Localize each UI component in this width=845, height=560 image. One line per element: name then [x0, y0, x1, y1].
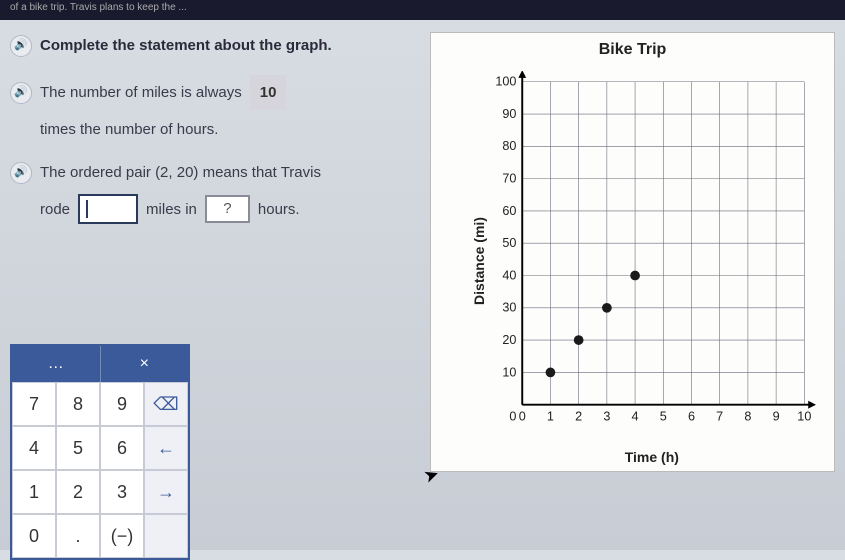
- svg-text:10: 10: [797, 409, 811, 423]
- statement-3a: The ordered pair (2, 20) means that Trav…: [40, 159, 321, 186]
- top-bar: of a bike trip. Travis plans to keep the…: [0, 0, 845, 20]
- key-blank: [144, 514, 188, 558]
- x-label: Time (h): [625, 449, 679, 465]
- audio-icon[interactable]: 🔊: [10, 162, 32, 184]
- key-(−)[interactable]: (−): [100, 514, 144, 558]
- statement-1: Complete the statement about the graph.: [40, 32, 332, 59]
- svg-text:0: 0: [519, 409, 526, 423]
- statement-2a: The number of miles is always: [40, 79, 242, 106]
- key-6[interactable]: 6: [100, 426, 144, 470]
- svg-text:0: 0: [509, 409, 516, 423]
- svg-text:50: 50: [502, 236, 516, 250]
- key-1[interactable]: 1: [12, 470, 56, 514]
- svg-text:10: 10: [502, 365, 516, 379]
- key-9[interactable]: 9: [100, 382, 144, 426]
- statement-3d: hours.: [258, 196, 300, 223]
- key-⌫[interactable]: ⌫: [144, 382, 188, 426]
- statement-2b: times the number of hours.: [40, 116, 218, 143]
- keypad-grid: 789⌫ 456← 123→ 0.(−): [12, 382, 188, 558]
- svg-text:8: 8: [744, 409, 751, 423]
- svg-text:30: 30: [502, 301, 516, 315]
- keypad-more[interactable]: …: [12, 346, 100, 382]
- statement-3b: rode: [40, 196, 70, 223]
- key-3[interactable]: 3: [100, 470, 144, 514]
- svg-text:100: 100: [495, 75, 516, 89]
- chart-title: Bike Trip: [439, 41, 826, 59]
- svg-text:3: 3: [603, 409, 610, 423]
- key-.[interactable]: .: [56, 514, 100, 558]
- key-7[interactable]: 7: [12, 382, 56, 426]
- keypad: … × 789⌫ 456← 123→ 0.(−): [10, 344, 190, 560]
- audio-icon[interactable]: 🔊: [10, 35, 32, 57]
- svg-text:2: 2: [575, 409, 582, 423]
- svg-text:20: 20: [502, 333, 516, 347]
- svg-text:70: 70: [502, 172, 516, 186]
- miles-input[interactable]: [78, 194, 138, 224]
- y-label: Distance (mi): [471, 217, 487, 305]
- chart-panel: Bike Trip Distance (mi) Time (h) 0 1 2 3 4 5 6…: [430, 32, 835, 472]
- key-4[interactable]: 4: [12, 426, 56, 470]
- svg-text:40: 40: [502, 268, 516, 282]
- statement-3c: miles in: [146, 196, 197, 223]
- svg-text:7: 7: [716, 409, 723, 423]
- chart-area: Distance (mi) Time (h) 01234567891010203…: [439, 61, 826, 461]
- key-0[interactable]: 0: [12, 514, 56, 558]
- answer-10: 10: [250, 75, 287, 110]
- svg-text:5: 5: [660, 409, 667, 423]
- key-2[interactable]: 2: [56, 470, 100, 514]
- svg-text:6: 6: [688, 409, 695, 423]
- keypad-close[interactable]: ×: [100, 346, 189, 382]
- keypad-header: … ×: [12, 346, 188, 382]
- svg-text:4: 4: [632, 409, 639, 423]
- key-←[interactable]: ←: [144, 426, 188, 470]
- svg-text:90: 90: [502, 107, 516, 121]
- svg-text:60: 60: [502, 204, 516, 218]
- key-5[interactable]: 5: [56, 426, 100, 470]
- svg-text:80: 80: [502, 139, 516, 153]
- audio-icon[interactable]: 🔊: [10, 82, 32, 104]
- hours-input[interactable]: ?: [205, 195, 250, 223]
- plot: 0 1 2 3 4 5 6 7 8 9 10 10 20 30 40 50 60 70 80 90 100 0: [495, 71, 816, 431]
- svg-text:9: 9: [773, 409, 780, 423]
- svg-text:1: 1: [547, 409, 554, 423]
- key-8[interactable]: 8: [56, 382, 100, 426]
- key-→[interactable]: →: [144, 470, 188, 514]
